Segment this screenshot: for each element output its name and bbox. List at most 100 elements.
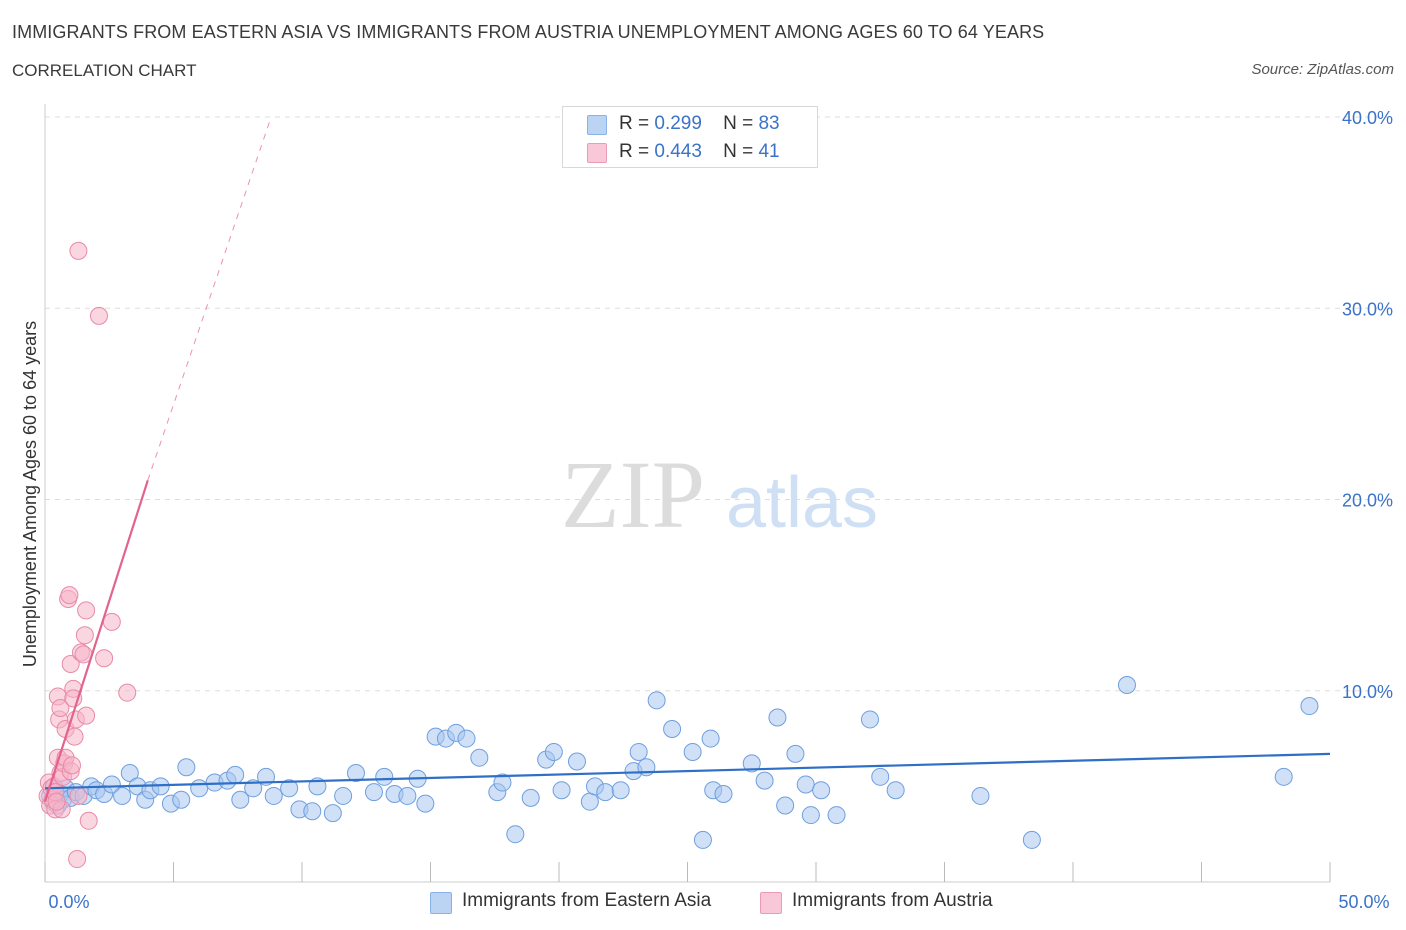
axes xyxy=(44,104,1331,883)
point-eastern-asia xyxy=(398,786,417,805)
point-eastern-asia xyxy=(647,691,666,710)
point-eastern-asia xyxy=(1022,830,1041,849)
point-eastern-asia xyxy=(226,765,245,784)
point-eastern-asia xyxy=(113,786,132,805)
point-eastern-asia xyxy=(971,786,990,805)
point-austria xyxy=(69,786,88,805)
point-eastern-asia xyxy=(801,806,820,825)
legend-n-label: N = xyxy=(723,141,754,162)
legend-swatch-pink xyxy=(587,143,607,163)
point-austria xyxy=(68,850,87,869)
point-eastern-asia xyxy=(683,742,702,761)
point-eastern-asia xyxy=(506,825,525,844)
point-austria xyxy=(79,811,98,830)
point-eastern-asia xyxy=(567,752,586,771)
point-austria xyxy=(77,601,96,620)
point-eastern-asia xyxy=(544,742,563,761)
point-eastern-asia xyxy=(231,790,250,809)
legend-r-label: R = xyxy=(619,113,650,134)
point-eastern-asia xyxy=(871,767,890,786)
point-eastern-asia xyxy=(776,796,795,815)
bottom-legend-label: Immigrants from Eastern Asia xyxy=(462,890,712,911)
legend-n-value: 41 xyxy=(758,141,780,162)
legend-swatch-blue xyxy=(587,115,607,135)
x-tick-label-min: 0.0% xyxy=(48,892,89,912)
point-eastern-asia xyxy=(521,788,540,807)
point-eastern-asia xyxy=(755,771,774,790)
trendline-austria xyxy=(43,480,149,803)
point-eastern-asia xyxy=(1117,676,1136,695)
y-tick-label: 20.0% xyxy=(1342,491,1393,511)
point-austria xyxy=(77,706,96,725)
point-eastern-asia xyxy=(1274,767,1293,786)
watermark-atlas: atlas xyxy=(726,463,878,543)
legend-r-value: 0.299 xyxy=(654,113,702,134)
point-eastern-asia xyxy=(812,781,831,800)
watermark-zip: ZIP xyxy=(561,441,705,548)
point-eastern-asia xyxy=(552,781,571,800)
point-eastern-asia xyxy=(280,779,299,798)
point-eastern-asia xyxy=(120,763,139,782)
point-austria xyxy=(89,306,108,325)
chart-source: Source: ZipAtlas.com xyxy=(1251,61,1394,78)
y-axis-label: Unemployment Among Ages 60 to 64 years xyxy=(20,321,40,667)
point-austria xyxy=(47,792,66,811)
correlation-legend: R = 0.299 N = 83 R = 0.443 N = 41 xyxy=(562,106,818,168)
point-austria xyxy=(102,612,121,631)
trend-lines xyxy=(43,116,1331,803)
chart-subtitle: CORRELATION CHART xyxy=(12,61,197,80)
series-eastern-asia-points xyxy=(41,676,1319,849)
point-eastern-asia xyxy=(303,802,322,821)
grid xyxy=(45,116,1395,692)
bottom-legend-swatch-pink xyxy=(760,892,782,914)
point-austria xyxy=(61,654,80,673)
legend-r-value: 0.443 xyxy=(654,141,702,162)
point-eastern-asia xyxy=(493,773,512,792)
x-tick-label-max: 50.0% xyxy=(1338,892,1389,912)
point-austria xyxy=(69,241,88,260)
chart-title: IMMIGRANTS FROM EASTERN ASIA VS IMMIGRAN… xyxy=(12,22,1045,42)
point-eastern-asia xyxy=(190,779,209,798)
bottom-legend-label: Immigrants from Austria xyxy=(792,890,993,911)
trendline-austria-extension xyxy=(147,116,272,481)
point-eastern-asia xyxy=(796,775,815,794)
point-austria xyxy=(75,626,94,645)
point-eastern-asia xyxy=(886,781,905,800)
point-eastern-asia xyxy=(714,785,733,804)
point-eastern-asia xyxy=(629,742,648,761)
legend-n-label: N = xyxy=(723,113,754,134)
point-austria xyxy=(62,756,81,775)
point-eastern-asia xyxy=(693,830,712,849)
legend-n-value: 83 xyxy=(758,113,780,134)
point-eastern-asia xyxy=(701,729,720,748)
point-eastern-asia xyxy=(364,783,383,802)
point-eastern-asia xyxy=(457,729,476,748)
point-eastern-asia xyxy=(264,786,283,805)
y-tick-label: 30.0% xyxy=(1342,299,1393,319)
point-eastern-asia xyxy=(177,758,196,777)
point-eastern-asia xyxy=(663,720,682,738)
point-eastern-asia xyxy=(1300,697,1319,716)
point-eastern-asia xyxy=(786,744,805,763)
point-eastern-asia xyxy=(257,767,276,786)
point-eastern-asia xyxy=(580,792,599,811)
y-tick-label: 10.0% xyxy=(1342,682,1393,702)
point-eastern-asia xyxy=(346,763,365,782)
point-eastern-asia xyxy=(334,786,353,805)
point-austria xyxy=(51,698,70,717)
point-eastern-asia xyxy=(323,804,342,823)
point-eastern-asia xyxy=(860,710,879,729)
trendline-eastern-asia xyxy=(44,752,1331,790)
point-eastern-asia xyxy=(827,806,846,825)
point-austria xyxy=(60,586,79,605)
point-eastern-asia xyxy=(768,708,787,727)
point-eastern-asia xyxy=(596,783,615,802)
point-austria xyxy=(118,683,137,702)
y-tick-labels: 10.0% 20.0% 30.0% 40.0% xyxy=(1342,108,1393,702)
y-tick-label: 40.0% xyxy=(1342,108,1393,128)
bottom-legend-swatch-blue xyxy=(430,892,452,914)
point-eastern-asia xyxy=(244,779,263,798)
point-eastern-asia xyxy=(102,775,121,794)
point-eastern-asia xyxy=(172,790,191,809)
